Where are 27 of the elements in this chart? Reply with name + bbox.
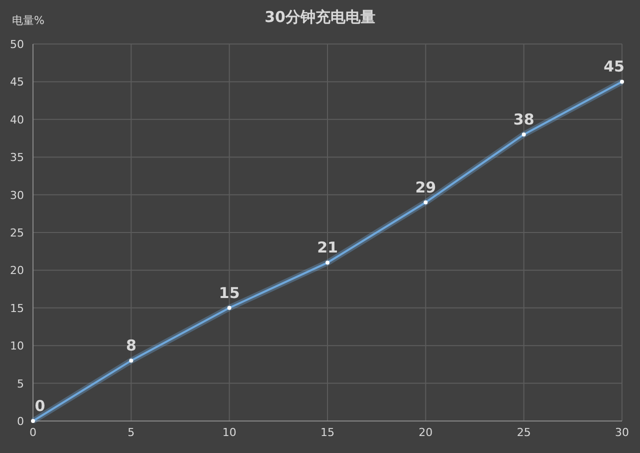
y-tick-label: 25 bbox=[10, 226, 24, 240]
x-tick-label: 5 bbox=[128, 426, 135, 439]
y-tick-label: 10 bbox=[10, 340, 24, 353]
x-tick-label: 0 bbox=[30, 426, 36, 439]
y-axis-title: 电量% bbox=[12, 14, 44, 27]
y-tick-label: 5 bbox=[17, 377, 24, 390]
data-label: 15 bbox=[218, 284, 240, 302]
x-tick-label: 30 bbox=[615, 426, 629, 439]
y-tick-label: 45 bbox=[10, 76, 24, 89]
y-tick-label: 20 bbox=[10, 264, 24, 278]
y-tick-label: 15 bbox=[10, 302, 24, 315]
y-tick-label: 35 bbox=[10, 151, 24, 164]
data-label: 21 bbox=[317, 238, 338, 257]
data-label: 38 bbox=[513, 110, 534, 128]
x-tick-label: 15 bbox=[320, 426, 334, 439]
data-label: 45 bbox=[604, 58, 624, 76]
chart-title: 30分钟充电电量 bbox=[264, 8, 376, 26]
x-tick-label: 25 bbox=[516, 426, 531, 439]
x-tick-label: 10 bbox=[222, 426, 236, 439]
data-label: 29 bbox=[415, 178, 436, 196]
y-tick-label: 30 bbox=[10, 188, 24, 202]
x-tick-label: 20 bbox=[418, 426, 433, 439]
y-tick-label: 50 bbox=[10, 38, 24, 51]
y-tick-label: 40 bbox=[10, 113, 24, 126]
data-label: 8 bbox=[126, 336, 136, 355]
data-label: 0 bbox=[34, 397, 46, 415]
y-tick-label: 0 bbox=[17, 415, 24, 428]
